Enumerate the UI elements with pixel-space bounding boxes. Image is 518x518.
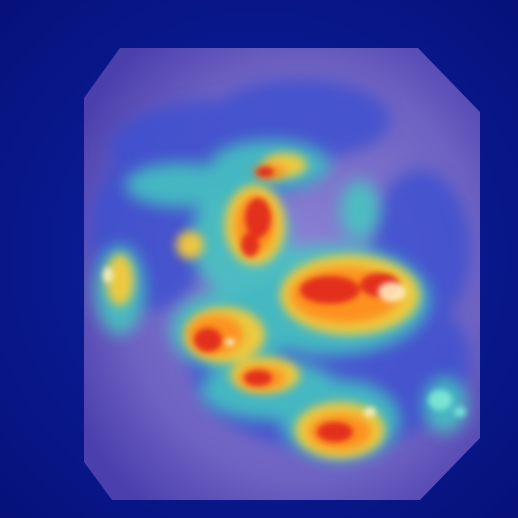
heat-layers <box>90 80 470 460</box>
